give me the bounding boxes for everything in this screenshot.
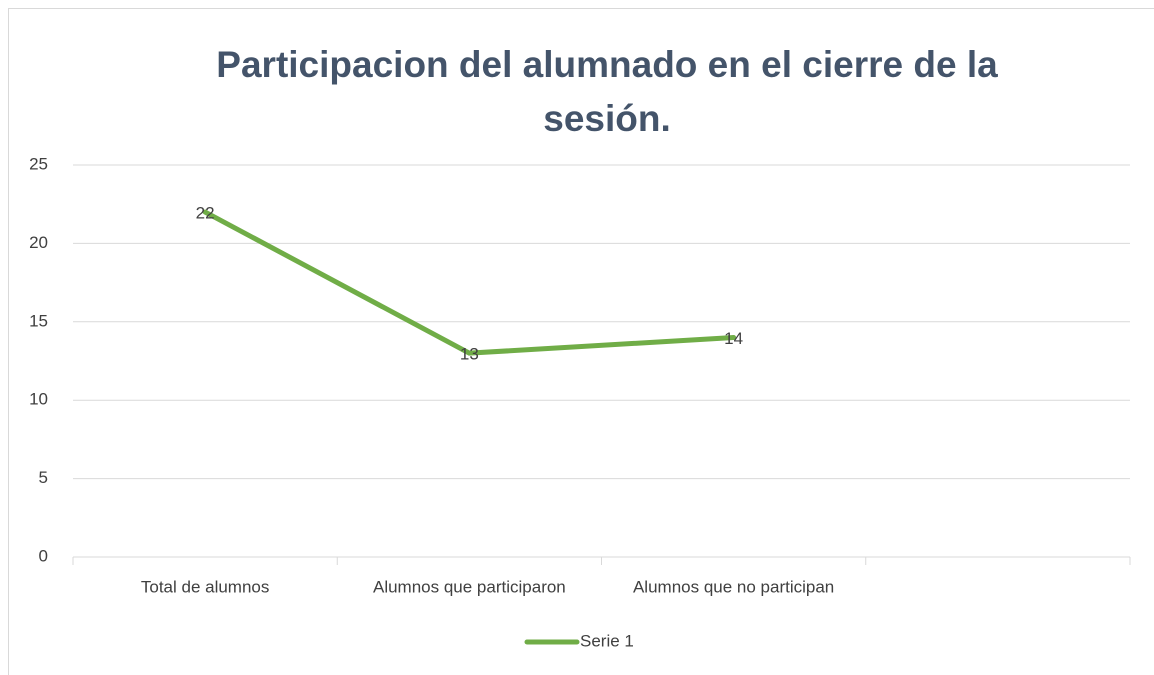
chart-border	[8, 8, 1154, 675]
x-tick-label: Alumnos que participaron	[373, 577, 566, 596]
y-tick-label: 5	[39, 468, 48, 487]
data-label: 13	[460, 345, 479, 364]
y-tick-label: 15	[29, 311, 48, 330]
y-tick-label: 10	[29, 390, 48, 409]
y-tick-label: 0	[39, 546, 48, 565]
y-tick-label: 25	[29, 154, 48, 173]
data-label: 22	[196, 204, 215, 223]
chart-title: Participacion del alumnado en el cierre …	[216, 44, 998, 139]
data-label: 14	[724, 329, 743, 348]
y-tick-label: 20	[29, 233, 48, 252]
data-line	[202, 209, 737, 356]
legend-label: Serie 1	[580, 631, 634, 650]
x-tick-label: Total de alumnos	[141, 577, 270, 596]
x-tick-label: Alumnos que no participan	[633, 577, 834, 596]
